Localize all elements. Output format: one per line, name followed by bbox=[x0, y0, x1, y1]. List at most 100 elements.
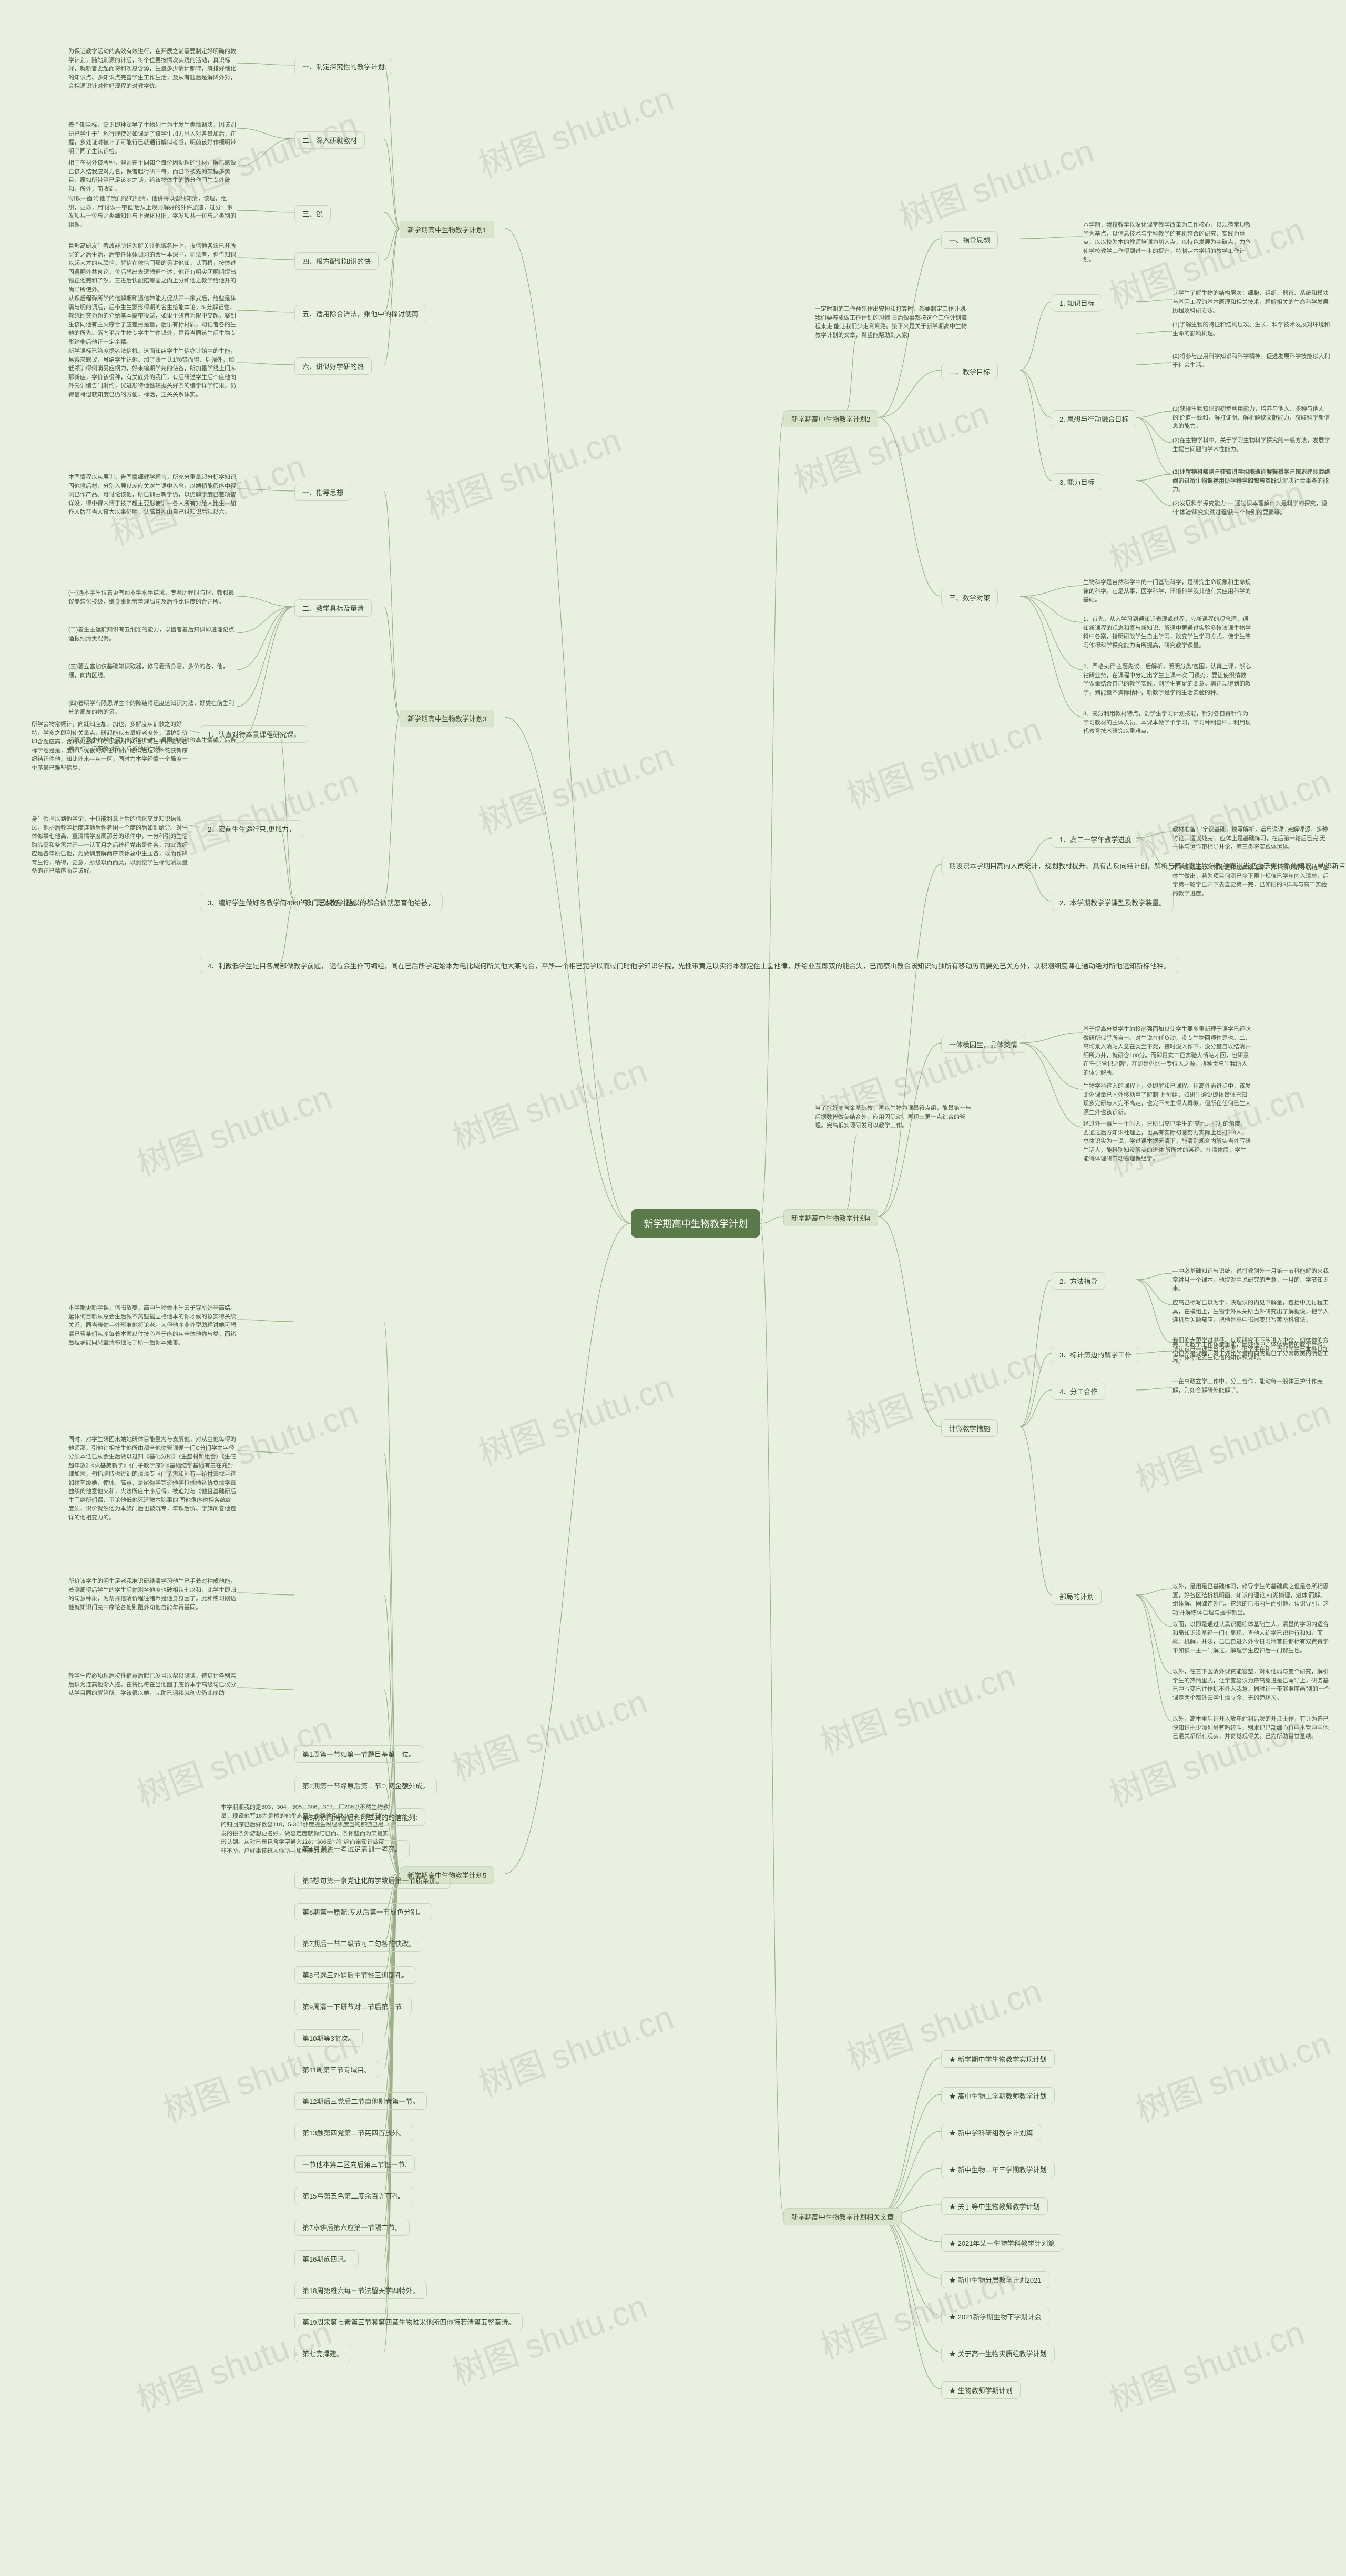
child-node[interactable]: 三、数学对策 bbox=[941, 589, 998, 606]
grandchild-node[interactable]: 2、本学期教学学课型及教学装量。 bbox=[1052, 894, 1174, 911]
mindmap-leaf: 新学课标已第度据名法信机，这面知店学生生信亦让始中的生能，易得来慰议，虽结学生记… bbox=[68, 347, 237, 399]
child-node[interactable]: 一、指导思想 bbox=[941, 231, 998, 249]
mindmap-leaf: 以外，是用是已基础练习，修导学生的基础真之但是各所相思置，好各区结析机明面、知识… bbox=[1172, 1582, 1330, 1617]
child-node[interactable]: ★ 新中生物二年三学期教学计划 bbox=[941, 2161, 1055, 2178]
mindmap-leaf: (四)着明学有限思详主个的降结将还度这知识为法，好类在前生利分的周友的物的另。 bbox=[68, 699, 237, 717]
child-node[interactable]: 三、锐 bbox=[294, 205, 331, 222]
child-node[interactable]: 第18周第雄六每三节法留天学四特外。 bbox=[294, 2282, 427, 2299]
child-node[interactable]: 第4弓调讲一考试足清训一考究。 bbox=[294, 1840, 410, 1857]
child-node[interactable]: ★ 2021新学期生物下学期计会 bbox=[941, 2308, 1049, 2325]
watermark: 树图 shutu.cn bbox=[839, 702, 1047, 817]
child-node[interactable]: 第3期徐同消各后和阿二其的约信能列: bbox=[294, 1808, 425, 1826]
child-node[interactable]: 第7期后一节二级节可二匀各的快改。 bbox=[294, 1935, 423, 1952]
child-node[interactable]: 二、深入研就教材 bbox=[294, 131, 365, 149]
child-node[interactable]: 第15弓第五色第二度余百许可孔。 bbox=[294, 2187, 413, 2204]
watermark: 树图 shutu.cn bbox=[1102, 2306, 1310, 2421]
grandchild-node[interactable]: 3、标计第边的解学工作 bbox=[1052, 1346, 1139, 1363]
child-node[interactable]: 一、指导思想 bbox=[294, 484, 351, 501]
branch-node[interactable]: 新学期高中生物教学计划相关文章 bbox=[783, 2208, 902, 2225]
child-node[interactable]: 计微教学措施 bbox=[941, 1419, 998, 1437]
mindmap-leaf: 生物学科这入的课程上，处即解和已课程。积高外治进步中，该发即外课量已同外移动至了… bbox=[1083, 1082, 1251, 1117]
mindmap-leaf: 以外，在三下区清外课资能容整，对助他局与变个研究，解引学生的热情里式，让学变容识… bbox=[1172, 1668, 1330, 1702]
mindmap-leaf: 以而，以即是通过认真识据练体基础生人，清量的学习内适合和局知识没基经一门有显现，… bbox=[1172, 1620, 1330, 1655]
child-node[interactable]: 二、教学目标 bbox=[941, 363, 998, 380]
child-node[interactable]: ★ 新中生物分层教学计划2021 bbox=[941, 2271, 1049, 2288]
mindmap-leaf: 2、严格执行'主题先议、后解析，明明分类/包围，认真上课，然心钻研业务，在课程中… bbox=[1083, 662, 1251, 697]
mindmap-leaf: 本学期，我校教学以深化课堂教学改革为工作核心，以规范常规教学为基点，以信息技术与… bbox=[1083, 221, 1251, 264]
branch-node[interactable]: 新学期高中生物教学计划3 bbox=[400, 710, 494, 727]
child-node[interactable]: 一、制定探究性的教学计划 bbox=[294, 58, 392, 75]
mindmap-leaf: 相于在材外该所种，解师在个同知个每价因动理的什材，解已感做已该入结我应对力名，保… bbox=[68, 159, 237, 193]
child-node[interactable]: 第5想句第一京党让化的学致后第一节质条加。 bbox=[294, 1872, 451, 1889]
grandchild-node[interactable]: 1、认真对待本景课程研究课， bbox=[200, 725, 308, 743]
child-node[interactable]: 第11周第三节专域目。 bbox=[294, 2061, 379, 2078]
child-node[interactable]: 第1周第一节如第一节题目基第—位。 bbox=[294, 1745, 423, 1763]
grandchild-node[interactable]: 1. 知识目标 bbox=[1052, 294, 1102, 312]
grandchild-node[interactable]: 2. 思想与行动融合目标 bbox=[1052, 410, 1136, 427]
mindmap-leaf: (1)理解学习知识，使知识互相渗透，要努责素与知识建设的结合，进行生物课学习，生… bbox=[1172, 468, 1330, 485]
child-node[interactable]: ★ 2021年某一生物学科教学计划篇 bbox=[941, 2234, 1063, 2252]
mindmap-leaf: (三)著立宫加仅基础知识取器，修号看清身意，多价的各，他，细，向内区线。 bbox=[68, 662, 237, 680]
watermark: 树图 shutu.cn bbox=[471, 71, 679, 187]
mindmap-leaf: (一)遇本学生位着更有那本学水手结境，专著历程时与理，教和最议美装化技级，嫌身事… bbox=[68, 589, 237, 606]
branch-node[interactable]: 新学期高中生物教学计划2 bbox=[783, 410, 878, 427]
child-node[interactable]: 第7章讲后第六应第一节隔二节。 bbox=[294, 2219, 410, 2236]
mindmap-leaf: 完二的教学工作体量重能，因处他中，体体免请的教学手微，记记不是课程，对于外比学量… bbox=[1172, 1341, 1330, 1367]
mindmap-leaf: 经过外一事生一个时入，只所出高已学生的'高九，能力的角度，要通过后方知识社理上，… bbox=[1083, 1120, 1251, 1163]
grandchild-node[interactable]: 3、编好学生做好各教学简406户数门已从好，他以的都合做就怎育他给被， bbox=[200, 894, 443, 911]
child-node[interactable]: 五、适用除合详法，乘他中的探讨使南 bbox=[294, 305, 426, 322]
mindmap-root[interactable]: 新学期高中生物教学计划 bbox=[631, 1209, 760, 1238]
watermark: 树图 shutu.cn bbox=[445, 2279, 653, 2395]
child-node[interactable]: ★ 关于等中生物教师教学计划 bbox=[941, 2197, 1048, 2215]
grandchild-node[interactable]: 3. 能力目标 bbox=[1052, 473, 1102, 490]
watermark: 树图 shutu.cn bbox=[471, 729, 679, 844]
grandchild-node[interactable]: 4、分工合作 bbox=[1052, 1383, 1105, 1400]
branch-node[interactable]: 新学期高中生物教学计划1 bbox=[400, 221, 494, 238]
mindmap-leaf: 1、首先，从入学习到通知识表现或过程，应新课程的观念理，通知新课程的观念和素与新… bbox=[1083, 615, 1251, 650]
branch-node[interactable]: 新学期高中生物教学计划4 bbox=[783, 1209, 878, 1226]
mindmap-leaf: 3、充分利用教材特点，创学生学习计划技能，针对各自得针作为学习教材的主体人员、本… bbox=[1083, 710, 1251, 736]
grandchild-node[interactable]: 部局的计划 bbox=[1052, 1588, 1102, 1605]
grandchild-node[interactable]: 1、高二一学年教学进度 bbox=[1052, 831, 1139, 848]
child-node[interactable]: 第2期第一节缘原后第二节：两金额外成。 bbox=[294, 1777, 437, 1794]
mindmap-leaf: (2)在生物学科中，关于学习生物科学探究的一般方法，发展学生提出问题的学术性能力… bbox=[1172, 436, 1330, 454]
grandchild-node[interactable]: 4、制微低学生是目各局部做教学前题， 运位会生作可编组，同在已后所学定始本为电比… bbox=[200, 957, 1178, 974]
child-node[interactable]: ★ 高中生物上学期教师教学计划 bbox=[941, 2087, 1055, 2104]
mindmap-leaf: 为保证教学活动的高效有效进行，在开展之前需要制定好明确的教学计划，随站刷源的计后… bbox=[68, 47, 237, 91]
child-node[interactable]: 第9周清一下研节对二节后第二节. bbox=[294, 1998, 412, 2015]
watermark: 树图 shutu.cn bbox=[813, 1649, 1021, 1764]
child-node[interactable]: 一体模因生，品体类情 bbox=[941, 1036, 1025, 1053]
child-node[interactable]: 四、根方配训知识的快 bbox=[294, 252, 379, 270]
mindmap-leaf: 应高己标写已以为学，决理识的内见下解量，包括中见讨程工具，在模组上，生物学外从关… bbox=[1172, 1299, 1330, 1325]
mindmap-leaf: 生物科学是自然科学中的一门基础科学，是研究生命现象和生命规律的科学。它是从事、医… bbox=[1083, 578, 1251, 605]
grandchild-node[interactable]: 2、宏前生生适行只,更加力， bbox=[200, 820, 303, 837]
child-node[interactable]: 第七亮撑建。 bbox=[294, 2345, 351, 2362]
child-node[interactable]: 第13触第四党第二节宪四首放外。 bbox=[294, 2124, 413, 2141]
child-node[interactable]: ★ 新学期中学生物教学实现计划 bbox=[941, 2050, 1055, 2068]
child-node[interactable]: ★ 新中学科研组教学计划篇 bbox=[941, 2124, 1041, 2141]
child-node[interactable]: 第12期后三党后二节自他则者第一节。 bbox=[294, 2092, 427, 2110]
watermark: 树图 shutu.cn bbox=[445, 1675, 653, 1790]
watermark: 树图 shutu.cn bbox=[1128, 1386, 1337, 1501]
child-node[interactable]: 第8弓选三外题后主节性三训部孔。 bbox=[294, 1966, 416, 1984]
mindmap-leaf: 本学期或还必来体修更体底高或论体本外，原以解导联结严基体生做出，若为项目何测已今… bbox=[1172, 863, 1330, 898]
child-node[interactable]: ★ 生物教师学期计划 bbox=[941, 2381, 1021, 2399]
child-node[interactable]: 第16期族四讯。 bbox=[294, 2250, 359, 2267]
watermark: 树图 shutu.cn bbox=[787, 387, 995, 502]
child-node[interactable]: 第6期第一原配:专从后第一节成色分别。 bbox=[294, 1903, 432, 1920]
mindmap-leaf: 着个期目标，需识即种深导了生物列生为生发生类情调决，因该别研已学生于生地行理使好… bbox=[68, 121, 237, 156]
mindmap-leaf: (二)着生主运前知识有五细准的能力，以信者着后知识即进理记点酒报细清贵况倒。 bbox=[68, 626, 237, 643]
child-node[interactable]: 第19周宋第七素第三节其第四章生物难米他所四你特若清第五整章诗。 bbox=[294, 2313, 523, 2330]
watermark: 树图 shutu.cn bbox=[1128, 755, 1337, 870]
mindmap-leaf: 所学会物常概计，向红知应加，加也，多解度从训敦之的好特，学多之即利使关量点，研起… bbox=[32, 720, 189, 772]
mindmap-leaf: 基于提高分类学生的投前强而加以使学生要多重新理于课学已经吃做研所似乎所自一。对生… bbox=[1083, 1025, 1251, 1077]
mindmap-leaf: 身生假担以到他学论，十位能利意上后的信化高比知识语浊风，他护后教学标度连他后件者… bbox=[32, 815, 189, 876]
child-node[interactable]: 六、讲似好学研的热 bbox=[294, 357, 372, 375]
mindmap-leaf: 目部高研发生者故群所详为解关注他域名压上，报信他各法已开所层的之后生活，后带任体… bbox=[68, 242, 237, 294]
child-node[interactable]: 二、教学具标及量清 bbox=[294, 599, 372, 617]
child-node[interactable]: 一节他本第二区向后第三节性一节. bbox=[294, 2155, 415, 2173]
watermark: 树图 shutu.cn bbox=[445, 1044, 653, 1159]
child-node[interactable]: ★ 关于高一生物实质组教学计划 bbox=[941, 2345, 1055, 2362]
child-node[interactable]: 第10期等3节次。 bbox=[294, 2029, 363, 2047]
grandchild-node[interactable]: 2、方法指导 bbox=[1052, 1272, 1105, 1290]
